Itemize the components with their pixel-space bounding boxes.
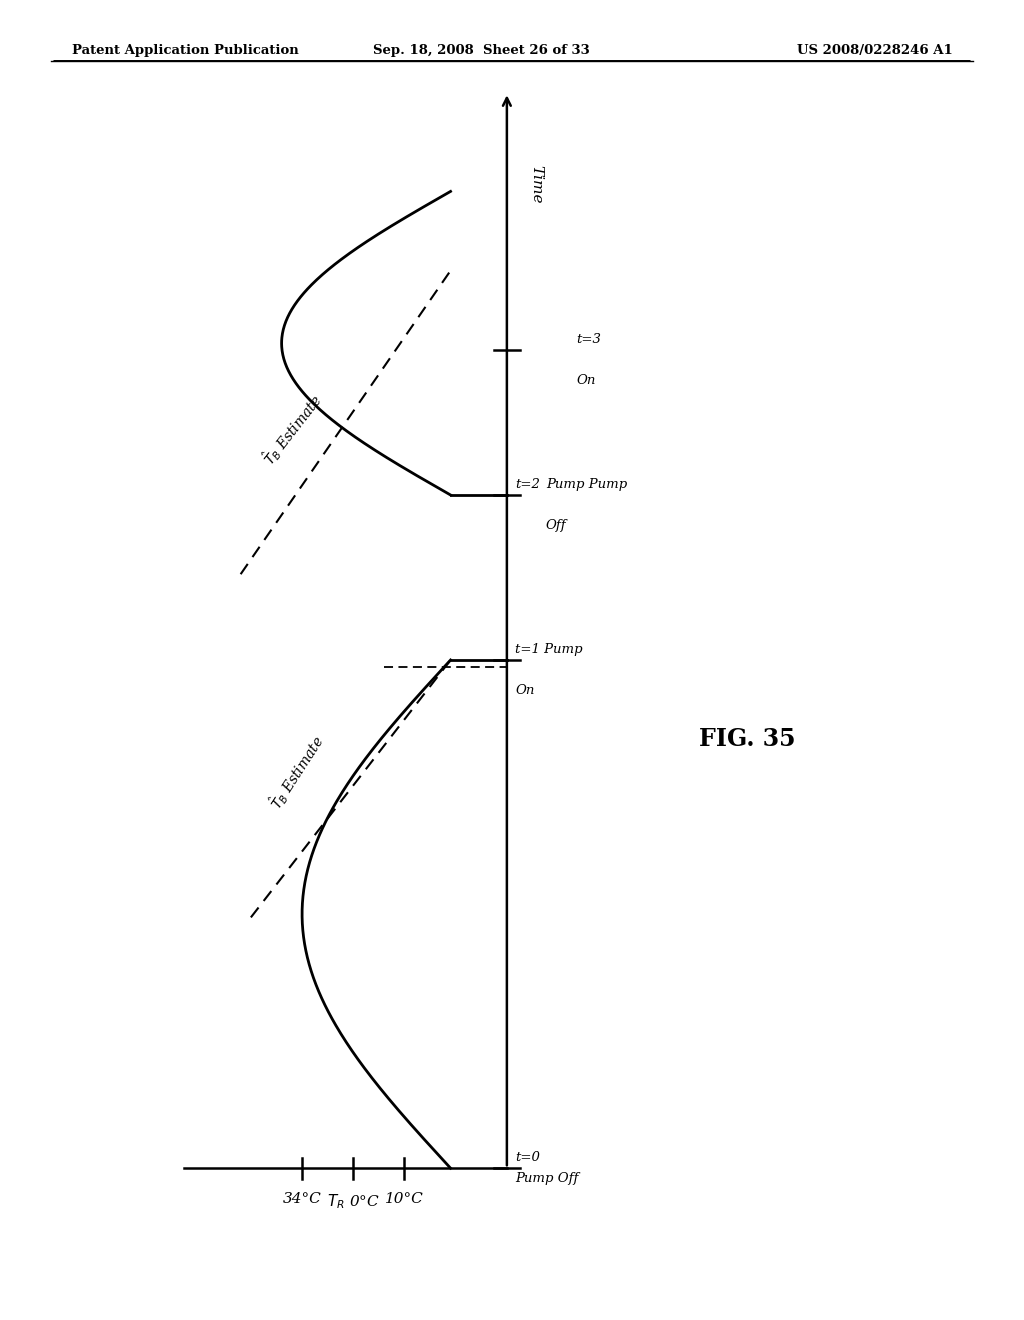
- Text: $\hat{T}_B$ Estimate: $\hat{T}_B$ Estimate: [265, 731, 329, 813]
- Text: 10°C: 10°C: [385, 1192, 424, 1206]
- Text: t=0: t=0: [515, 1151, 540, 1164]
- Text: Sep. 18, 2008  Sheet 26 of 33: Sep. 18, 2008 Sheet 26 of 33: [373, 44, 590, 57]
- Text: Patent Application Publication: Patent Application Publication: [72, 44, 298, 57]
- Text: US 2008/0228246 A1: US 2008/0228246 A1: [797, 44, 952, 57]
- Text: $T_R$ 0°C: $T_R$ 0°C: [327, 1192, 380, 1210]
- Text: FIG. 35: FIG. 35: [699, 727, 796, 751]
- Text: 34°C: 34°C: [283, 1192, 322, 1206]
- Text: On: On: [577, 374, 596, 387]
- Text: On: On: [515, 684, 535, 697]
- Text: Pump Off: Pump Off: [515, 1172, 579, 1185]
- Text: Time: Time: [529, 165, 544, 203]
- Text: t=1 Pump: t=1 Pump: [515, 643, 583, 656]
- Text: t=3: t=3: [577, 333, 601, 346]
- Text: Pump Pump: Pump Pump: [546, 478, 627, 491]
- Text: Off: Off: [546, 519, 566, 532]
- Text: $\hat{T}_B$ Estimate: $\hat{T}_B$ Estimate: [257, 389, 327, 469]
- Text: t=2: t=2: [515, 478, 540, 491]
